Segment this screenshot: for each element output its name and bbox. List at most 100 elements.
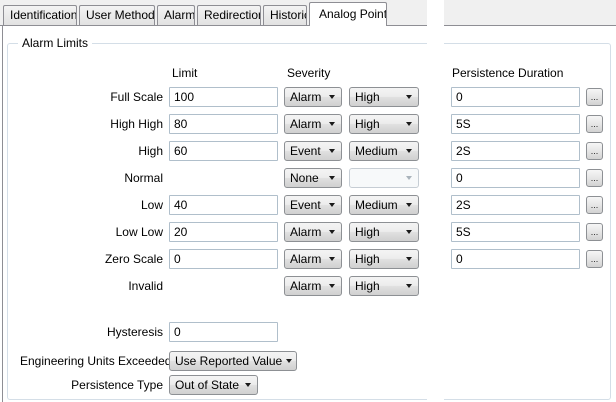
row-hysteresis: Hysteresis (0, 322, 616, 343)
severity-select-high-high[interactable]: Alarm (284, 114, 342, 134)
severity-select-full-scale[interactable]: Alarm (284, 87, 342, 107)
alarm-limits-title: Alarm Limits (18, 36, 93, 50)
tab-redirection[interactable]: Redirection (197, 5, 261, 25)
row-label-low: Low (140, 198, 163, 212)
persistence-browse-button-low[interactable]: ... (586, 196, 603, 214)
limit-input-high[interactable] (169, 141, 278, 161)
row-label-full-scale: Full Scale (110, 90, 163, 104)
chevron-down-icon (329, 176, 335, 180)
severity-level-value: Medium (355, 198, 398, 212)
row-label-invalid: Invalid (128, 279, 163, 293)
severity-value: Event (290, 198, 321, 212)
persistence-type-value: Out of State (175, 378, 240, 392)
engineering-units-exceeded-select[interactable]: Use Reported Value (169, 351, 297, 371)
severity-level-select-high[interactable]: Medium (349, 141, 419, 161)
persistence-type-select[interactable]: Out of State (169, 375, 258, 395)
severity-level-select-full-scale[interactable]: High (349, 87, 419, 107)
severity-level-value: Medium (355, 144, 398, 158)
persistence-duration-input-high[interactable] (451, 141, 580, 161)
engineering-units-exceeded-label: Engineering Units Exceeded (20, 354, 172, 368)
limit-input-low[interactable] (169, 195, 278, 215)
limit-input-zero-scale[interactable] (169, 249, 278, 269)
tab-user-methods[interactable]: User Methods (79, 5, 155, 25)
persistence-duration-input-low-low[interactable] (451, 222, 580, 242)
severity-value: Event (290, 144, 321, 158)
persistence-browse-button-full-scale[interactable]: ... (586, 88, 603, 106)
tab-historic[interactable]: Historic (263, 5, 307, 25)
chevron-down-icon (406, 95, 412, 99)
chevron-down-icon (406, 203, 412, 207)
row-label-high-high: High High (110, 117, 163, 131)
chevron-down-icon (406, 284, 412, 288)
severity-level-select-high-high[interactable]: High (349, 114, 419, 134)
hysteresis-input[interactable] (169, 322, 278, 342)
severity-select-low-low[interactable]: Alarm (284, 222, 342, 242)
chevron-down-icon (406, 257, 412, 261)
severity-value: Alarm (290, 279, 322, 293)
tab-analog-point[interactable]: Analog Point (309, 2, 387, 26)
severity-level-select-zero-scale[interactable]: High (349, 249, 419, 269)
screenshot-artifact-strip (427, 0, 444, 402)
persistence-duration-column-header: Persistence Duration (452, 66, 564, 80)
severity-value: Alarm (290, 90, 322, 104)
row-label-normal: Normal (124, 171, 163, 185)
severity-select-low[interactable]: Event (284, 195, 342, 215)
chevron-down-icon (329, 122, 335, 126)
chevron-down-icon (329, 284, 335, 288)
persistence-browse-button-zero-scale[interactable]: ... (586, 250, 603, 268)
row-low-low: Low Low Alarm High ... (0, 222, 616, 243)
row-label-low-low: Low Low (115, 225, 163, 239)
severity-level-value: High (355, 90, 380, 104)
persistence-duration-input-zero-scale[interactable] (451, 249, 580, 269)
persistence-duration-input-normal[interactable] (451, 168, 580, 188)
row-high: High Event Medium ... (0, 141, 616, 162)
chevron-down-icon (286, 359, 293, 363)
severity-level-value: High (355, 252, 380, 266)
chevron-down-icon (329, 95, 335, 99)
tab-alarm[interactable]: Alarm (157, 5, 195, 25)
limit-input-full-scale[interactable] (169, 87, 278, 107)
row-normal: Normal None ... (0, 168, 616, 189)
chevron-down-icon (329, 230, 335, 234)
persistence-duration-input-full-scale[interactable] (451, 87, 580, 107)
chevron-down-icon (406, 230, 412, 234)
row-high-high: High High Alarm High ... (0, 114, 616, 135)
persistence-duration-input-low[interactable] (451, 195, 580, 215)
persistence-browse-button-high-high[interactable]: ... (586, 115, 603, 133)
persistence-browse-button-low-low[interactable]: ... (586, 223, 603, 241)
severity-select-high[interactable]: Event (284, 141, 342, 161)
severity-select-zero-scale[interactable]: Alarm (284, 249, 342, 269)
row-persistence-type: Persistence Type Out of State (0, 375, 616, 396)
page-left-border (2, 26, 3, 402)
row-low: Low Event Medium ... (0, 195, 616, 216)
severity-level-value: High (355, 117, 380, 131)
severity-level-select-normal (349, 168, 419, 188)
severity-level-value: High (355, 225, 380, 239)
severity-level-select-low-low[interactable]: High (349, 222, 419, 242)
tab-bar: Identification User Methods Alarm Redire… (0, 0, 616, 26)
row-label-high: High (138, 144, 163, 158)
chevron-down-icon (406, 149, 412, 153)
persistence-browse-button-normal[interactable]: ... (586, 169, 603, 187)
chevron-down-icon (329, 257, 335, 261)
severity-value: Alarm (290, 225, 322, 239)
severity-level-select-low[interactable]: Medium (349, 195, 419, 215)
severity-value: Alarm (290, 252, 322, 266)
limit-input-high-high[interactable] (169, 114, 278, 134)
severity-level-value: High (355, 279, 380, 293)
limit-input-low-low[interactable] (169, 222, 278, 242)
row-label-zero-scale: Zero Scale (104, 252, 163, 266)
severity-select-normal[interactable]: None (284, 168, 342, 188)
alarm-limits-groupbox: Alarm Limits (7, 36, 611, 400)
severity-select-invalid[interactable]: Alarm (284, 276, 342, 296)
limit-column-header: Limit (172, 66, 198, 80)
severity-level-select-invalid[interactable]: High (349, 276, 419, 296)
severity-column-header: Severity (287, 66, 331, 80)
chevron-down-icon (245, 383, 251, 387)
chevron-down-icon (406, 176, 412, 180)
engineering-units-exceeded-value: Use Reported Value (175, 354, 283, 368)
persistence-browse-button-high[interactable]: ... (586, 142, 603, 160)
row-invalid: Invalid Alarm High (0, 276, 616, 297)
persistence-duration-input-high-high[interactable] (451, 114, 580, 134)
tab-identification[interactable]: Identification (3, 5, 77, 25)
